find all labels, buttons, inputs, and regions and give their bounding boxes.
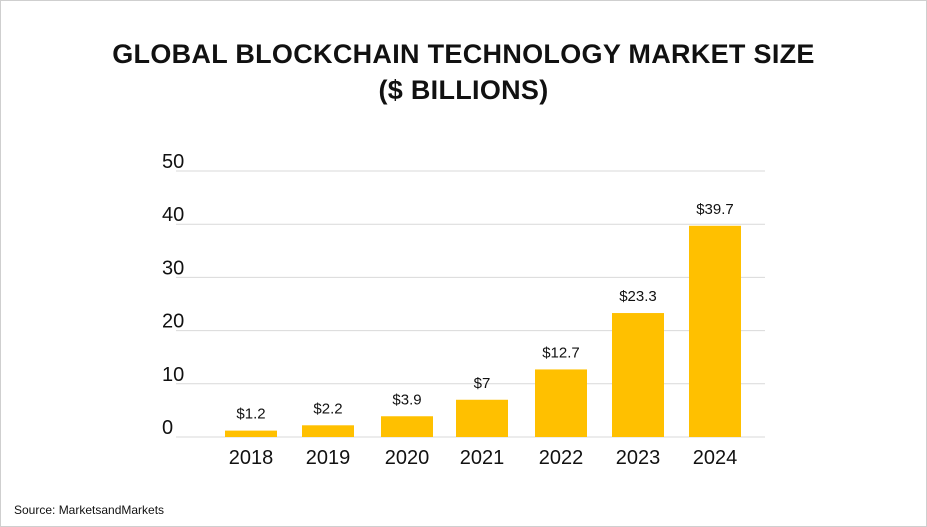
y-tick-label: 20 [162, 311, 184, 333]
bar-2023 [612, 313, 664, 437]
x-tick-label-2021: 2021 [460, 447, 505, 469]
data-label-2022: $12.7 [542, 344, 580, 361]
chart-title: GLOBAL BLOCKCHAIN TECHNOLOGY MARKET SIZE [112, 39, 815, 69]
x-tick-label-2023: 2023 [616, 447, 661, 469]
bar-2019 [302, 425, 354, 437]
chart-title-block: GLOBAL BLOCKCHAIN TECHNOLOGY MARKET SIZE… [0, 36, 927, 108]
chart-subtitle: ($ BILLIONS) [378, 75, 549, 105]
bar-2022 [535, 369, 587, 437]
data-label-2023: $23.3 [619, 288, 657, 305]
x-tick-label-2022: 2022 [539, 447, 584, 469]
x-tick-label-2018: 2018 [229, 447, 274, 469]
source-note: Source: MarketsandMarkets [14, 503, 165, 517]
x-tick-label-2024: 2024 [693, 447, 738, 469]
y-tick-label: 40 [162, 204, 184, 226]
y-tick-label: 50 [162, 151, 184, 173]
y-tick-label: 0 [162, 417, 173, 439]
bar-2024 [689, 225, 741, 437]
x-tick-label-2020: 2020 [385, 447, 430, 469]
data-label-2018: $1.2 [236, 406, 265, 423]
data-label-2021: $7 [474, 375, 491, 392]
data-label-2024: $39.7 [696, 201, 734, 218]
data-label-2020: $3.9 [392, 391, 421, 408]
y-tick-label: 30 [162, 257, 184, 279]
y-tick-label: 10 [162, 364, 184, 386]
bar-2018 [225, 430, 277, 437]
bar-2020 [381, 416, 433, 437]
bar-2021 [456, 399, 508, 437]
x-tick-label-2019: 2019 [306, 447, 351, 469]
data-label-2019: $2.2 [313, 400, 342, 417]
